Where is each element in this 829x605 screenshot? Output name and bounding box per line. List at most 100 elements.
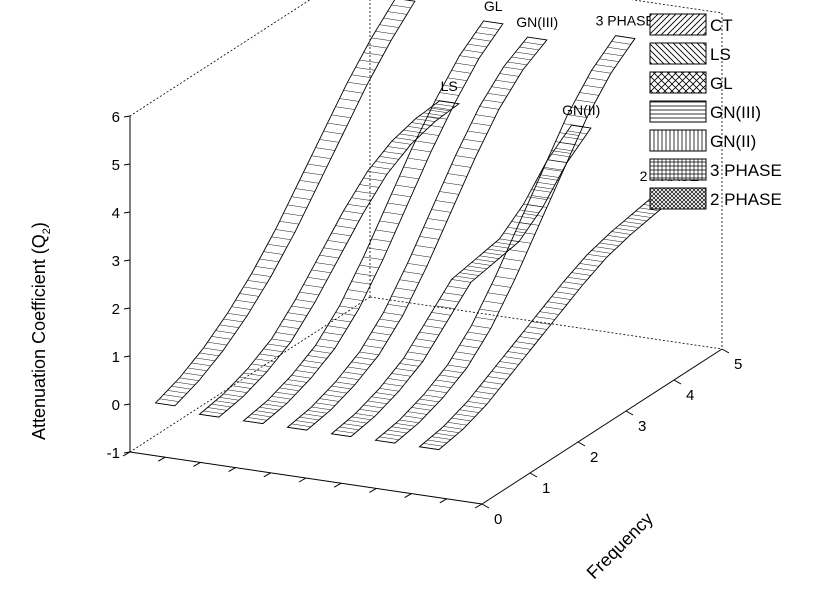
series-ribbon-rib [379, 220, 399, 225]
series-ribbon-rib [251, 273, 271, 277]
series-ribbon-rib [463, 338, 483, 342]
series-ribbon-rib [405, 0, 415, 2]
z-tick-mark [673, 379, 682, 385]
series-ribbon-rib [283, 212, 303, 217]
series-ribbon-rib [339, 376, 359, 380]
series-ribbon-rib [535, 181, 555, 186]
series-ribbon-rib [395, 287, 415, 292]
series-ribbon-rib [339, 218, 359, 222]
series-ribbon-rib [399, 279, 419, 283]
series-ribbon-rib [399, 419, 419, 424]
series-tick-mark [298, 477, 307, 483]
series-ribbon-rib [431, 436, 451, 440]
series-ribbon-rib [455, 62, 475, 67]
y-tick-label: 1 [112, 349, 120, 366]
series-ribbon-rib [459, 272, 479, 276]
series-ribbon-surface [330, 124, 592, 438]
series-ribbon-rib [259, 353, 279, 358]
series-ribbon-rib [387, 11, 407, 15]
series-ribbon-rib [267, 343, 287, 348]
series-ribbon-rib [275, 229, 295, 233]
series-ribbon-rib [455, 275, 475, 280]
series-ribbon-rib [263, 403, 283, 407]
top-back-edge [631, 0, 723, 14]
legend-label: GN(III) [710, 103, 761, 122]
series-ribbon-rib [467, 265, 487, 270]
series-ribbon-rib [283, 383, 303, 387]
series-ribbon-surface [198, 100, 461, 418]
series-ribbon-rib [387, 304, 407, 308]
series-ribbon-rib [387, 146, 407, 150]
series-ribbon-rib [267, 400, 287, 404]
series-ribbon-rib [323, 247, 343, 251]
series-ribbon-rib [299, 416, 319, 421]
series-ribbon-rib [239, 293, 259, 297]
series-tick-mark [404, 493, 412, 499]
series-ribbon-rib [307, 355, 327, 359]
series-ribbon-rib [599, 58, 619, 62]
series-ribbon-rib [279, 387, 299, 392]
top-left-edge [129, 0, 311, 117]
series-ribbon-rib [311, 269, 331, 274]
series-ribbon-rib [519, 336, 539, 340]
series-ribbon-rib [519, 209, 539, 214]
series-ribbon-rib [635, 211, 655, 215]
series-ribbon-rib [211, 336, 231, 340]
y-axis-title-suffix: ) [29, 222, 49, 228]
z-tick-mark [625, 410, 634, 416]
series-ribbon-rib [375, 229, 395, 234]
series-ribbon-rib [451, 358, 471, 362]
series-ribbon-rib [323, 332, 343, 336]
series-ribbon-rib [211, 403, 231, 408]
series-ribbon-rib [535, 316, 555, 320]
series-ribbon-rib [447, 422, 467, 426]
series-ribbon-rib [371, 396, 391, 400]
series-ribbon-rib [359, 264, 379, 269]
series-ribbon-rib [559, 132, 579, 136]
series-ribbon-rib [419, 446, 439, 450]
series-ribbon-rib [475, 32, 495, 36]
series-ribbon-rib [547, 301, 567, 305]
series-ribbon-rib [531, 321, 551, 325]
series-ribbon-surface [242, 20, 504, 425]
series-ribbon-rib [295, 299, 315, 303]
series-ribbon-rib [499, 73, 519, 77]
series-ribbon-rib [431, 107, 451, 112]
series-ribbon-rib [415, 403, 435, 407]
series-ribbon-rib [435, 379, 455, 384]
series-ribbon-rib [411, 407, 431, 411]
series-ribbon-rib [559, 142, 579, 146]
series-ribbon-rib [515, 231, 535, 235]
series-ribbon-rib [291, 423, 311, 427]
series-ribbon-rib [567, 114, 587, 118]
series-ribbon-rib [283, 318, 303, 323]
legend-label: LS [710, 45, 731, 64]
series-ribbon-rib [255, 410, 275, 414]
series-ribbon-rib [307, 277, 327, 281]
series-ribbon-rib [439, 100, 459, 104]
series-ribbon-rib [379, 24, 399, 28]
series-ribbon-rib [563, 136, 583, 140]
series-ribbon-rib [451, 417, 471, 422]
series-ribbon-rib [419, 331, 439, 336]
series-ribbon-rib [259, 258, 279, 263]
series-ribbon-rib [587, 254, 607, 258]
series-ribbon-rib [215, 400, 235, 404]
series-ribbon-rib [459, 409, 479, 413]
legend-swatch [649, 13, 707, 36]
series-ribbon-rib [427, 389, 447, 393]
y-tick-mark [123, 115, 131, 118]
series-ribbon-rib [223, 393, 243, 398]
series-ribbon-rib [279, 221, 299, 225]
legend-swatch [649, 42, 707, 65]
series-ribbon-rib [391, 295, 411, 300]
series-ribbon-rib [603, 238, 623, 243]
series-ribbon-rib [547, 159, 567, 163]
series-ribbon-rib [363, 345, 383, 349]
series-ribbon-rib [335, 430, 355, 434]
series-ribbon-rib [611, 231, 631, 235]
series-ribbon-rib [443, 84, 463, 89]
series-ribbon-rib [495, 242, 515, 246]
